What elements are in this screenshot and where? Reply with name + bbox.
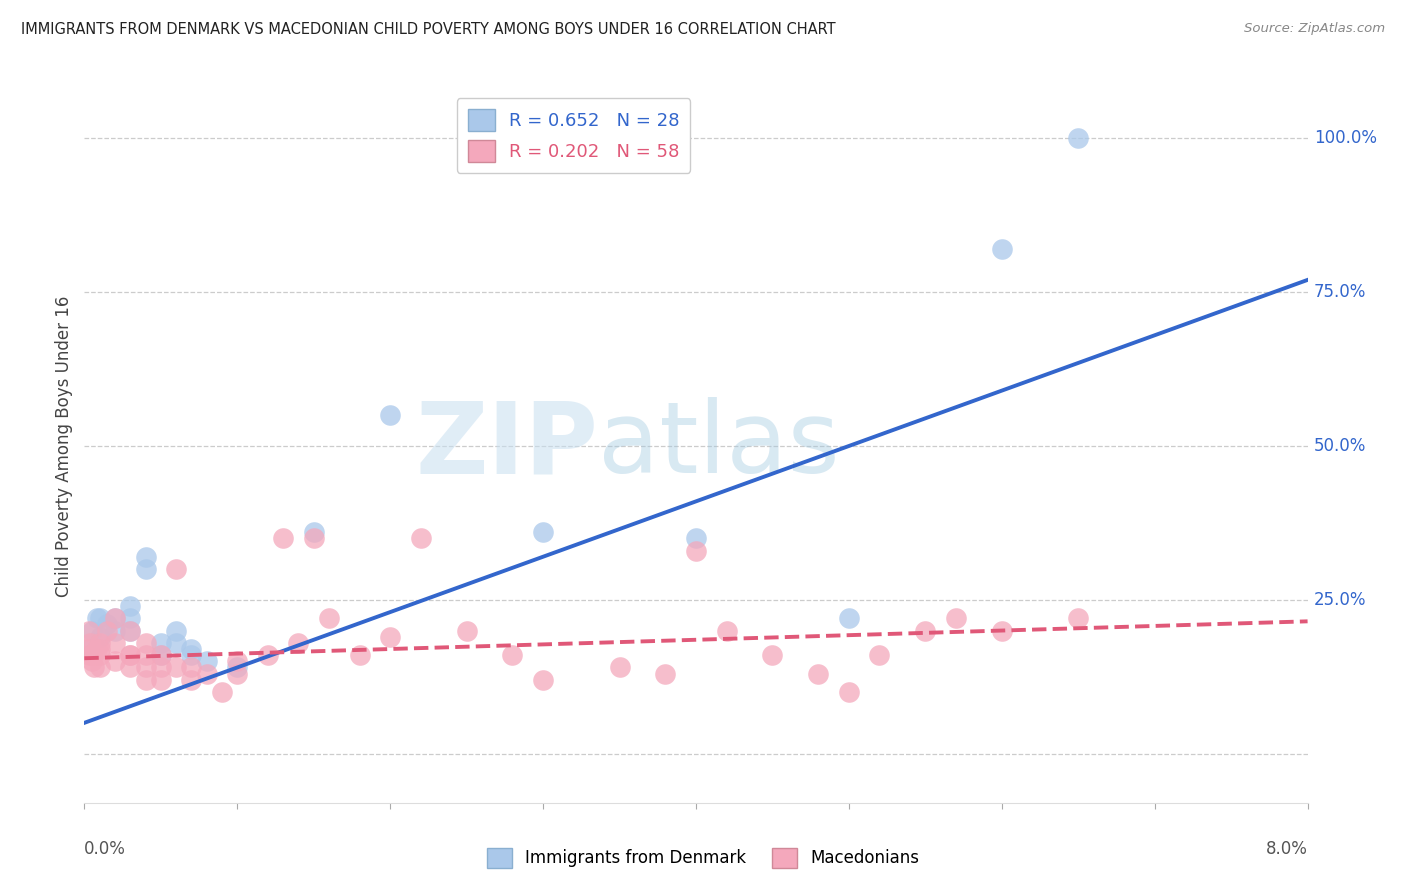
Point <box>287 636 309 650</box>
Point <box>302 525 325 540</box>
Point <box>838 611 860 625</box>
Point <box>531 525 554 540</box>
Point <box>120 648 142 662</box>
Point <box>86 642 108 657</box>
Text: Source: ZipAtlas.com: Source: ZipAtlas.com <box>1244 22 1385 36</box>
Point <box>77 624 100 638</box>
Point <box>135 549 157 564</box>
Text: 0.0%: 0.0% <box>84 839 127 858</box>
Point <box>761 648 783 662</box>
Point <box>685 543 707 558</box>
Point <box>76 642 98 657</box>
Point <box>104 611 127 625</box>
Point <box>149 636 172 650</box>
Point <box>271 531 294 545</box>
Point <box>180 648 202 662</box>
Point <box>302 531 325 545</box>
Point <box>104 654 127 668</box>
Point <box>120 624 142 638</box>
Point <box>77 642 100 657</box>
Text: 8.0%: 8.0% <box>1265 839 1308 858</box>
Point <box>609 660 631 674</box>
Point <box>195 666 218 681</box>
Point <box>96 617 118 632</box>
Point <box>83 660 105 674</box>
Text: ZIP: ZIP <box>415 398 598 494</box>
Point <box>77 648 100 662</box>
Point <box>531 673 554 687</box>
Point <box>104 624 127 638</box>
Point <box>1067 131 1090 145</box>
Text: IMMIGRANTS FROM DENMARK VS MACEDONIAN CHILD POVERTY AMONG BOYS UNDER 16 CORRELAT: IMMIGRANTS FROM DENMARK VS MACEDONIAN CH… <box>21 22 835 37</box>
Point <box>120 611 142 625</box>
Point <box>149 660 172 674</box>
Text: 75.0%: 75.0% <box>1313 283 1367 301</box>
Point <box>180 642 202 657</box>
Text: atlas: atlas <box>598 398 839 494</box>
Point <box>318 611 340 625</box>
Point <box>135 673 157 687</box>
Point <box>180 673 202 687</box>
Point <box>226 660 249 674</box>
Point <box>80 624 103 638</box>
Point <box>226 654 249 668</box>
Point <box>654 666 676 681</box>
Point <box>380 630 402 644</box>
Text: 50.0%: 50.0% <box>1313 437 1367 455</box>
Point <box>149 648 172 662</box>
Point <box>149 648 172 662</box>
Point <box>89 660 111 674</box>
Point <box>409 531 432 545</box>
Point <box>1067 611 1090 625</box>
Point <box>79 636 101 650</box>
Point <box>165 624 187 638</box>
Point <box>96 624 118 638</box>
Point <box>135 562 157 576</box>
Point <box>89 630 111 644</box>
Point <box>104 636 127 650</box>
Point <box>89 642 111 657</box>
Point <box>80 654 103 668</box>
Point <box>685 531 707 545</box>
Point <box>456 624 478 638</box>
Point <box>807 666 830 681</box>
Point <box>226 666 249 681</box>
Point <box>120 599 142 613</box>
Point <box>135 636 157 650</box>
Text: 25.0%: 25.0% <box>1313 591 1367 609</box>
Point <box>135 648 157 662</box>
Point <box>165 562 187 576</box>
Point <box>914 624 936 638</box>
Point <box>89 611 111 625</box>
Point <box>716 624 738 638</box>
Point <box>501 648 523 662</box>
Point <box>89 648 111 662</box>
Text: 100.0%: 100.0% <box>1313 129 1376 147</box>
Point <box>945 611 967 625</box>
Point <box>86 611 108 625</box>
Point <box>180 660 202 674</box>
Point <box>211 685 233 699</box>
Legend: Immigrants from Denmark, Macedonians: Immigrants from Denmark, Macedonians <box>481 841 925 875</box>
Y-axis label: Child Poverty Among Boys Under 16: Child Poverty Among Boys Under 16 <box>55 295 73 597</box>
Legend: R = 0.652   N = 28, R = 0.202   N = 58: R = 0.652 N = 28, R = 0.202 N = 58 <box>457 98 690 173</box>
Point <box>195 654 218 668</box>
Point <box>120 660 142 674</box>
Point <box>257 648 280 662</box>
Point <box>165 636 187 650</box>
Point <box>135 660 157 674</box>
Point <box>104 611 127 625</box>
Point <box>80 648 103 662</box>
Point <box>838 685 860 699</box>
Point <box>89 636 111 650</box>
Point <box>120 648 142 662</box>
Point <box>380 409 402 423</box>
Point <box>165 660 187 674</box>
Point <box>149 673 172 687</box>
Point <box>120 624 142 638</box>
Point <box>990 242 1012 256</box>
Point <box>869 648 891 662</box>
Point <box>990 624 1012 638</box>
Point <box>349 648 371 662</box>
